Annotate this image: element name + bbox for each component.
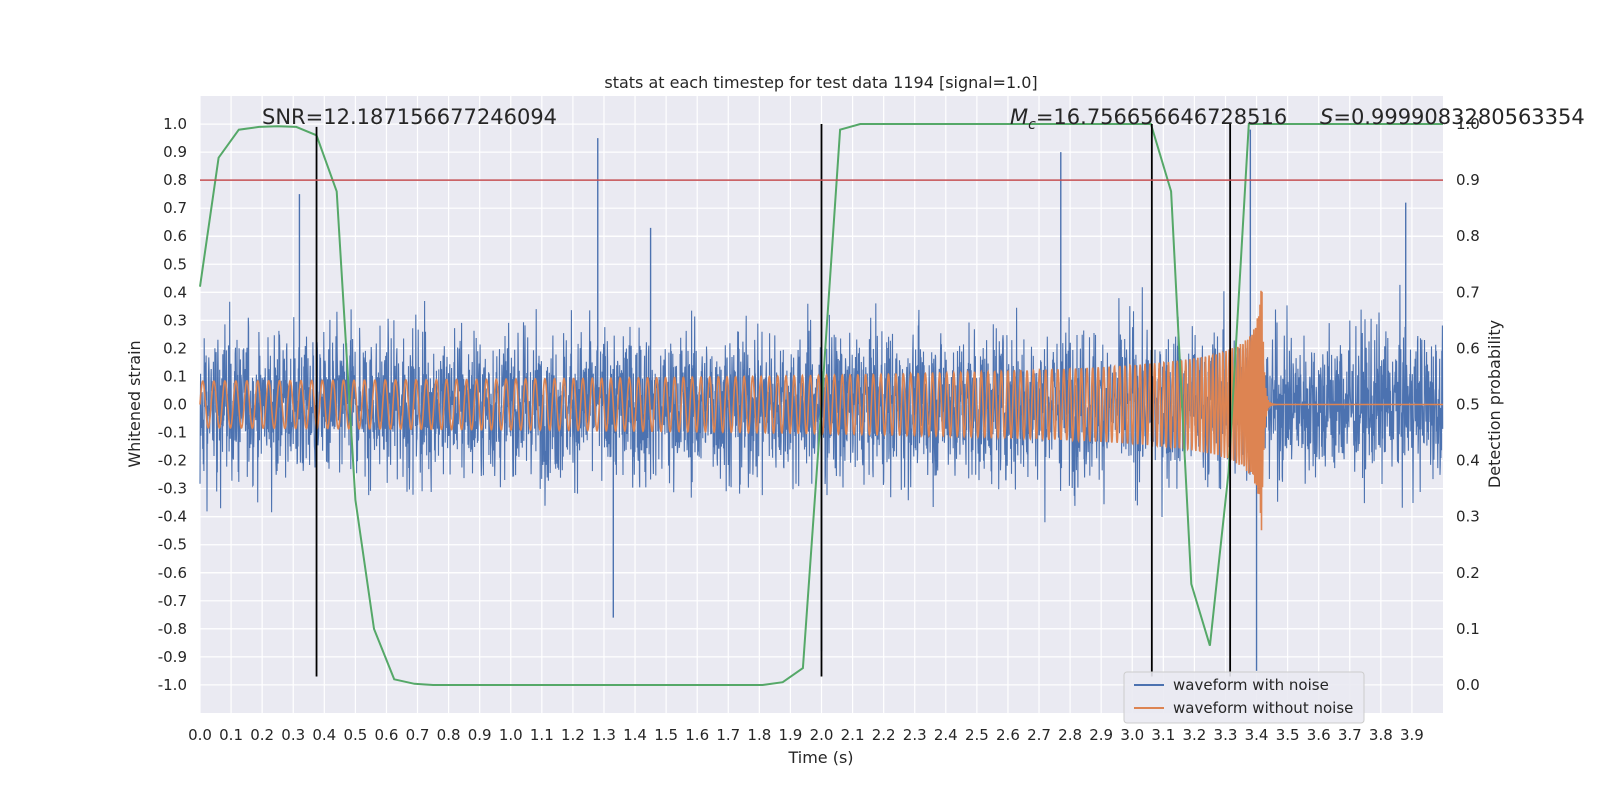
x-tick-label: 2.4 (934, 726, 958, 744)
chart-title: stats at each timestep for test data 119… (604, 73, 1037, 92)
x-tick-label: 1.7 (716, 726, 740, 744)
x-tick-label: 1.2 (561, 726, 585, 744)
x-tick-label: 3.7 (1338, 726, 1362, 744)
y-tick-label: -0.7 (158, 592, 187, 610)
x-tick-label: 0.4 (312, 726, 336, 744)
x-tick-label: 3.3 (1214, 726, 1238, 744)
right-y-tick-label: 0.5 (1456, 396, 1480, 414)
x-tick-label: 0.6 (375, 726, 399, 744)
x-tick-label: 1.4 (623, 726, 647, 744)
chirp-mass-subscript: c (1028, 117, 1036, 133)
right-y-tick-label: 0.3 (1456, 508, 1480, 526)
y-tick-label: 0.1 (163, 367, 187, 385)
x-tick-label: 3.4 (1245, 726, 1269, 744)
y-tick-label: -0.5 (158, 536, 187, 554)
x-tick-label: 2.9 (1089, 726, 1113, 744)
y-tick-label: -1.0 (158, 676, 187, 694)
y-tick-label: 1.0 (163, 115, 187, 133)
score-value: =0.9999083280563354 (1333, 105, 1584, 129)
right-y-tick-label: 0.6 (1456, 339, 1480, 357)
y-tick-label: 0.8 (163, 171, 187, 189)
x-tick-label: 2.2 (872, 726, 896, 744)
y-axis-label: Whitened strain (125, 340, 144, 467)
x-tick-label: 2.3 (903, 726, 927, 744)
y-tick-label: 0.3 (163, 311, 187, 329)
legend-label-clean: waveform without noise (1173, 699, 1353, 717)
x-tick-label: 2.5 (965, 726, 989, 744)
x-tick-label: 0.0 (188, 726, 212, 744)
right-y-tick-label: 0.2 (1456, 564, 1480, 582)
x-tick-label: 3.5 (1276, 726, 1300, 744)
score-symbol: S (1320, 105, 1333, 129)
x-tick-label: 1.6 (685, 726, 709, 744)
right-y-tick-label: 0.8 (1456, 227, 1480, 245)
x-tick-label: 0.8 (437, 726, 461, 744)
y-axis-ticks: 1.0 0.9 0.8 0.7 0.6 0.5 0.4 0.3 0.2 0.1 0.0 -0.1 -0.… (158, 115, 187, 694)
y-tick-label: 0.0 (163, 396, 187, 414)
snr-annotation: SNR=12.187156677246094 (262, 105, 557, 129)
x-tick-label: 2.7 (1027, 726, 1051, 744)
y-tick-label: -0.8 (158, 620, 187, 638)
legend: waveform with noise waveform without noi… (1123, 671, 1365, 724)
right-y-axis-ticks: 1.0 0.9 0.8 0.7 0.6 0.5 0.4 0.3 0.2 0.1 0.0 (1456, 115, 1480, 694)
x-tick-label: 2.0 (810, 726, 834, 744)
x-tick-label: 0.3 (281, 726, 305, 744)
right-y-tick-label: 1.0 (1456, 115, 1480, 133)
x-tick-label: 1.0 (499, 726, 523, 744)
right-y-tick-label: 0.1 (1456, 620, 1480, 638)
x-tick-label: 1.9 (778, 726, 802, 744)
y-tick-label: 0.7 (163, 199, 187, 217)
chirp-mass-symbol: M (1010, 105, 1028, 129)
x-axis-label: Time (s) (787, 748, 853, 767)
x-tick-label: 1.1 (530, 726, 554, 744)
x-tick-label: 0.1 (219, 726, 243, 744)
right-y-axis-label: Detection probability (1485, 320, 1504, 488)
x-tick-label: 0.9 (468, 726, 492, 744)
y-tick-label: 0.9 (163, 143, 187, 161)
score-annotation: S=0.9999083280563354 (1320, 105, 1585, 129)
chirp-mass-value: =16.756656646728516 (1036, 105, 1287, 129)
x-tick-label: 3.1 (1151, 726, 1175, 744)
y-tick-label: 0.4 (163, 283, 187, 301)
y-tick-label: -0.6 (158, 564, 187, 582)
x-tick-label: 3.6 (1307, 726, 1331, 744)
y-tick-label: -0.3 (158, 480, 187, 498)
x-tick-label: 3.9 (1400, 726, 1424, 744)
x-tick-label: 0.5 (343, 726, 367, 744)
vertical-markers (315, 124, 1232, 677)
right-y-tick-label: 0.4 (1456, 452, 1480, 470)
legend-box (1123, 671, 1365, 724)
y-tick-label: 0.6 (163, 227, 187, 245)
right-y-tick-label: 0.7 (1456, 283, 1480, 301)
x-tick-label: 0.7 (406, 726, 430, 744)
y-tick-label: 0.2 (163, 339, 187, 357)
x-tick-label: 0.2 (250, 726, 274, 744)
x-tick-label: 2.8 (1058, 726, 1082, 744)
x-tick-label: 1.3 (592, 726, 616, 744)
chirp-mass-annotation: Mc=16.756656646728516 (1010, 105, 1287, 133)
y-tick-label: 0.5 (163, 255, 187, 273)
y-tick-label: -0.4 (158, 508, 187, 526)
y-tick-label: -0.9 (158, 648, 187, 666)
x-tick-label: 3.8 (1369, 726, 1393, 744)
x-axis-ticks: 0.0 0.1 0.2 0.3 0.4 0.5 0.6 0.7 0.8 0.9 1.0 1.1 1.2 1… (188, 726, 1424, 744)
x-tick-label: 1.8 (747, 726, 771, 744)
right-y-tick-label: 0.0 (1456, 676, 1480, 694)
legend-label-noise: waveform with noise (1173, 676, 1329, 694)
x-tick-label: 3.0 (1120, 726, 1144, 744)
x-tick-label: 1.5 (654, 726, 678, 744)
x-tick-label: 2.6 (996, 726, 1020, 744)
right-y-tick-label: 0.9 (1456, 171, 1480, 189)
y-tick-label: -0.1 (158, 424, 187, 442)
x-tick-label: 2.1 (841, 726, 865, 744)
x-tick-label: 3.2 (1182, 726, 1206, 744)
y-tick-label: -0.2 (158, 452, 187, 470)
